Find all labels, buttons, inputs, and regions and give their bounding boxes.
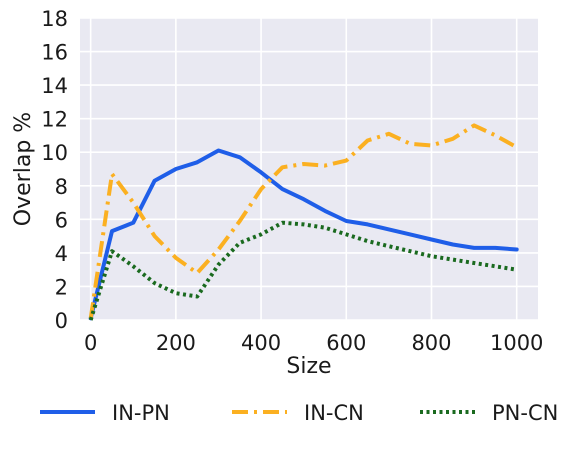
- y-tick-label: 18: [41, 7, 68, 31]
- x-axis-label: Size: [286, 354, 331, 379]
- y-tick-label: 10: [41, 141, 68, 165]
- y-tick-label: 0: [55, 309, 68, 333]
- series-line-pn-cn: [88, 220, 518, 321]
- series-line-in-cn: [88, 123, 518, 319]
- legend: IN-PN IN-CN PN-CN: [40, 401, 558, 425]
- series-line-in-pn: [88, 148, 519, 321]
- y-tick-label: 16: [41, 41, 68, 65]
- y-tick-label: 12: [41, 108, 68, 132]
- grid-lines: [80, 17, 538, 321]
- y-tick-label: 4: [55, 242, 68, 266]
- legend-label-in-pn: IN-PN: [112, 401, 170, 425]
- y-tick-label: 8: [55, 175, 68, 199]
- x-axis-ticks: 0 200 400 600 800 1000: [84, 331, 543, 355]
- y-tick-label: 6: [55, 208, 68, 232]
- plot-area: [80, 18, 538, 320]
- y-tick-label: 14: [41, 74, 68, 98]
- x-tick-label: 200: [156, 331, 196, 355]
- x-tick-label: 800: [411, 331, 451, 355]
- x-tick-label: 1000: [490, 331, 543, 355]
- legend-label-pn-cn: PN-CN: [492, 401, 558, 425]
- x-tick-label: 600: [326, 331, 366, 355]
- y-tick-label: 2: [55, 275, 68, 299]
- legend-label-in-cn: IN-CN: [304, 401, 364, 425]
- x-tick-label: 0: [84, 331, 97, 355]
- y-axis-label: Overlap %: [11, 112, 36, 226]
- series-lines: [88, 123, 519, 321]
- y-axis-ticks: 0 2 4 6 8 10 12 14 16 18: [41, 7, 68, 333]
- x-tick-label: 400: [241, 331, 281, 355]
